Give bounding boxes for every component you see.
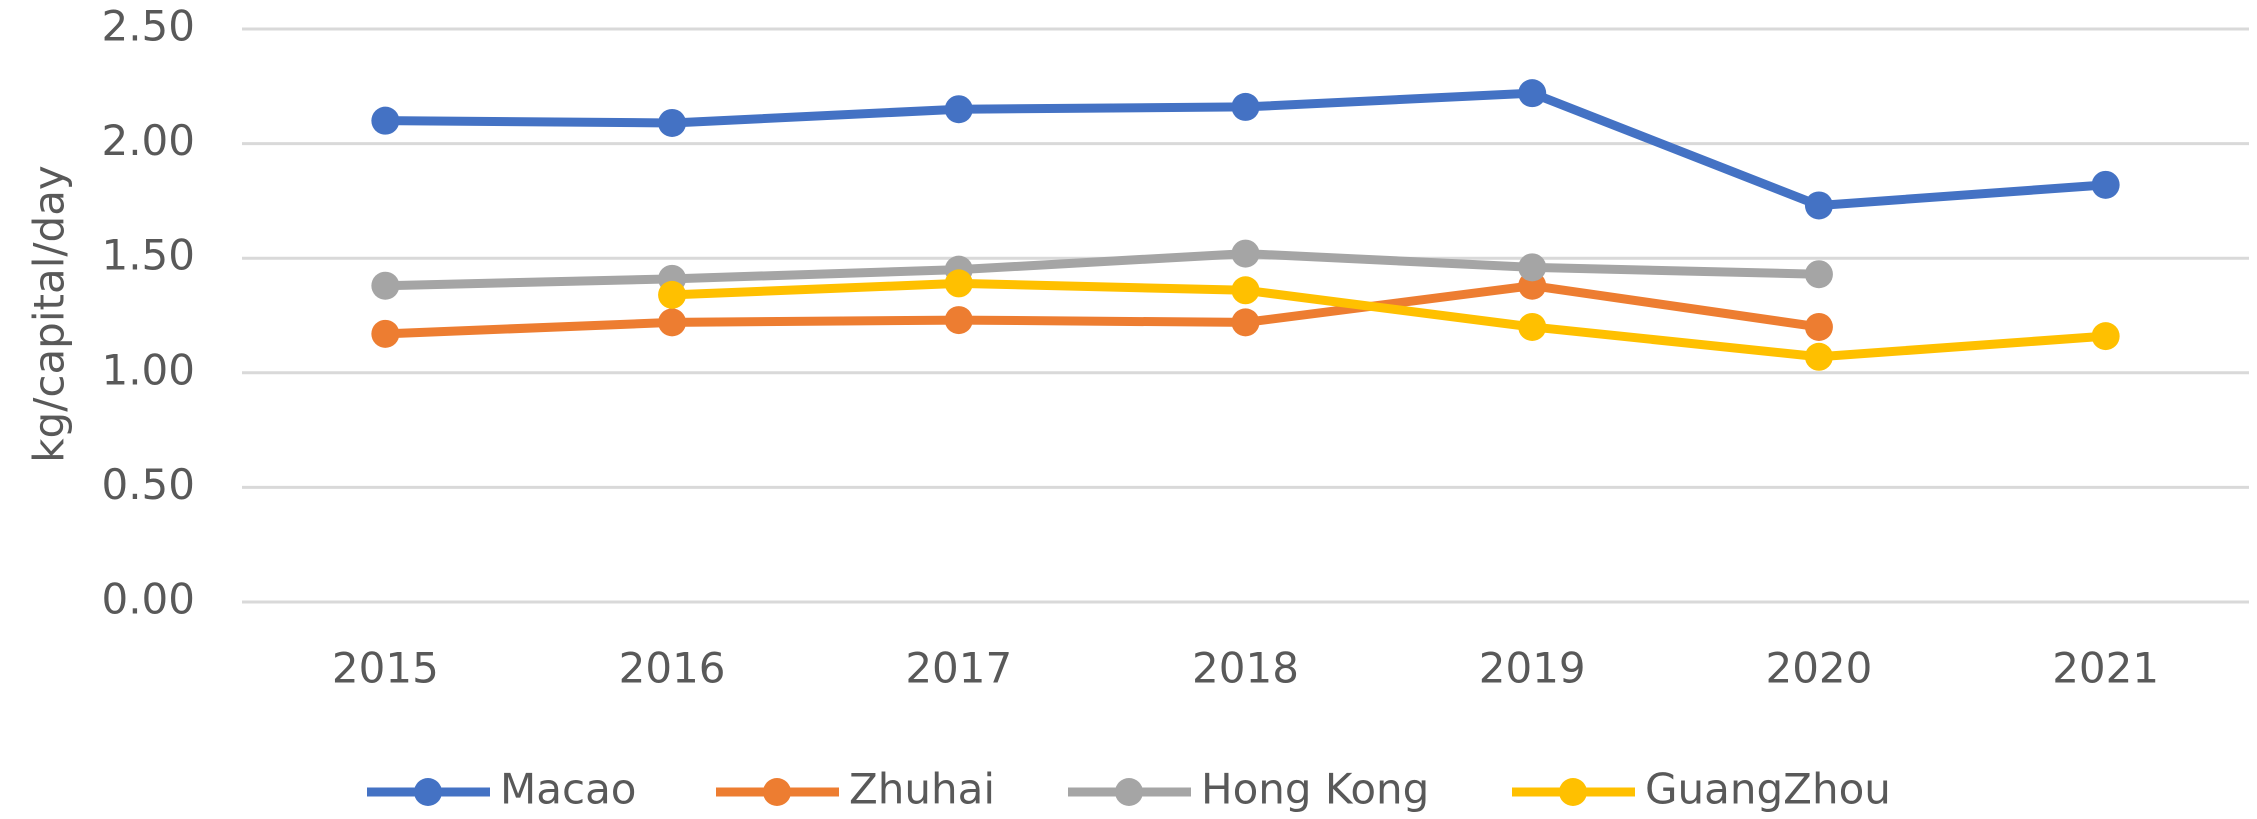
- y-tick-label: 1.50: [101, 231, 195, 280]
- y-tick-label: 2.00: [101, 116, 195, 165]
- point: [1231, 92, 1260, 121]
- point: [658, 308, 687, 337]
- x-tick-label: 2021: [2052, 644, 2159, 693]
- point: [1231, 308, 1260, 337]
- series-line: [385, 249, 1820, 291]
- x-tick-label: 2019: [1479, 644, 1586, 693]
- point: [371, 106, 400, 135]
- point: [1231, 276, 1260, 305]
- y-tick-label: 2.50: [101, 2, 195, 51]
- point: [944, 269, 973, 298]
- legend-marker: [763, 778, 791, 806]
- point: [1518, 312, 1547, 341]
- point: [944, 95, 973, 124]
- point: [371, 319, 400, 348]
- legend-label: GuangZhou: [1645, 765, 1891, 814]
- x-tick-label: 2017: [905, 644, 1012, 693]
- point: [1804, 191, 1833, 220]
- series-line: [385, 281, 1820, 339]
- point: [1518, 79, 1547, 108]
- point: [1518, 253, 1547, 282]
- point: [944, 306, 973, 335]
- legend-label: Macao: [500, 765, 637, 814]
- y-tick-label: 0.00: [101, 575, 195, 624]
- x-tick-label: 2018: [1192, 644, 1299, 693]
- point: [1804, 260, 1833, 289]
- point: [658, 108, 687, 137]
- point: [371, 271, 400, 300]
- y-tick-label: 1.00: [101, 345, 195, 394]
- legend-marker: [1559, 778, 1587, 806]
- x-tick-label: 2016: [619, 644, 726, 693]
- legend-label: Zhuhai: [849, 765, 995, 814]
- point: [1804, 312, 1833, 341]
- series-line: [671, 278, 2106, 362]
- point: [2091, 322, 2120, 351]
- point: [1804, 342, 1833, 371]
- x-tick-label: 2015: [332, 644, 439, 693]
- y-tick-label: 0.50: [101, 460, 195, 509]
- legend-marker: [414, 778, 442, 806]
- x-tick-label: 2020: [1765, 644, 1872, 693]
- point: [2091, 170, 2120, 199]
- point: [658, 280, 687, 309]
- y-axis-label: kg/capital/day: [25, 165, 74, 463]
- point: [1231, 239, 1260, 268]
- legend-marker: [1115, 778, 1143, 806]
- legend-label: Hong Kong: [1201, 765, 1429, 814]
